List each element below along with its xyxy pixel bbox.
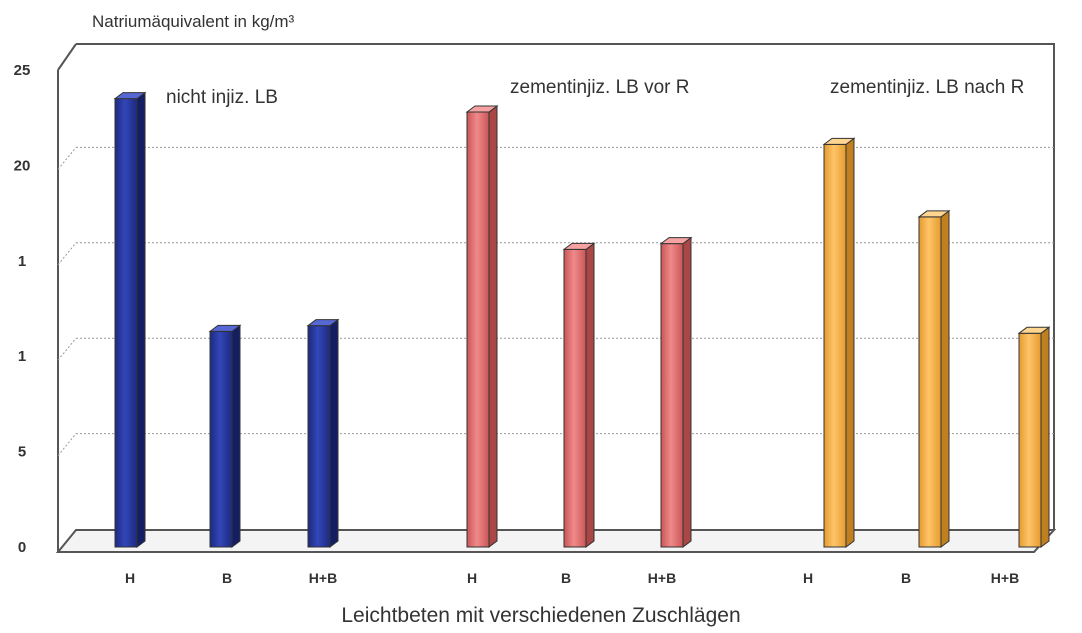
bar-front xyxy=(209,330,233,548)
x-axis-label: Leichtbeten mit verschiedenen Zuschlägen xyxy=(341,604,740,627)
group-label: zementinjiz. LB vor R xyxy=(510,77,690,98)
plot-frame xyxy=(55,43,1057,553)
bar-side xyxy=(682,236,692,548)
bar-front xyxy=(823,143,847,548)
gridline-side xyxy=(57,242,77,266)
y-tick-label: 25 xyxy=(14,62,31,79)
bar-top xyxy=(917,210,951,218)
y-tick-label: 5 xyxy=(18,444,26,461)
y-tick-label: 1 xyxy=(18,253,26,270)
bar-top xyxy=(465,105,499,113)
gridline-side xyxy=(57,337,77,361)
bar-front xyxy=(307,325,331,548)
gridline-side xyxy=(57,147,77,170)
bar xyxy=(306,318,340,548)
bar-top xyxy=(1017,326,1051,334)
bar-top xyxy=(562,242,596,250)
y-tick-label: 1 xyxy=(18,348,26,365)
x-category-label: H+B xyxy=(309,570,337,586)
x-category-label: B xyxy=(901,570,911,586)
bar-front xyxy=(114,98,138,548)
x-category-label: H+B xyxy=(648,570,676,586)
bar-top xyxy=(822,137,856,145)
bar xyxy=(113,91,147,548)
bar xyxy=(917,209,951,548)
bar xyxy=(465,104,499,548)
x-category-label: H xyxy=(467,570,477,586)
x-category-label: B xyxy=(561,570,571,586)
bar-side xyxy=(329,318,339,548)
bar-top xyxy=(113,92,147,100)
x-category-label: H xyxy=(125,570,135,586)
y-tick-label: 0 xyxy=(18,539,26,556)
bar-front xyxy=(466,111,490,548)
left-wall-top xyxy=(57,43,77,71)
bar-top xyxy=(208,324,242,332)
bar xyxy=(1017,326,1051,548)
x-category-label: H xyxy=(803,570,813,586)
bar-side xyxy=(488,104,498,548)
bars xyxy=(113,91,1051,548)
bar-side xyxy=(1040,326,1050,548)
bar-top xyxy=(659,237,693,245)
bar-top xyxy=(306,319,340,327)
x-category-label: H+B xyxy=(991,570,1019,586)
bar-front xyxy=(660,243,684,548)
back-wall xyxy=(76,43,1055,530)
bar-side xyxy=(845,137,855,548)
group-label: nicht injiz. LB xyxy=(166,87,278,108)
gridlines xyxy=(57,146,1054,456)
gridline-side xyxy=(57,433,77,456)
bar-side xyxy=(940,209,950,548)
bar-front xyxy=(1018,332,1042,548)
y-tick-labels: 0 5 1 1 20 25 xyxy=(14,62,31,556)
y-tick-label: 20 xyxy=(14,157,31,174)
bar xyxy=(659,236,693,548)
bar xyxy=(822,137,856,548)
bar-side xyxy=(231,324,241,548)
x-category-labels: H B H+B H B H+B H B H+B xyxy=(125,570,1019,586)
bar-side xyxy=(136,91,146,548)
y-axis-label: Natriumäquivalent in kg/m³ xyxy=(92,12,295,31)
bar xyxy=(208,324,242,548)
group-label: zementinjiz. LB nach R xyxy=(830,77,1024,98)
floor xyxy=(55,529,1057,553)
bar xyxy=(562,242,596,548)
x-category-label: B xyxy=(222,570,232,586)
bar-front xyxy=(918,216,942,548)
bar-front xyxy=(563,248,587,548)
bar-side xyxy=(585,242,595,548)
group-labels: nicht injiz. LB zementinjiz. LB vor R zeme… xyxy=(166,77,1024,108)
